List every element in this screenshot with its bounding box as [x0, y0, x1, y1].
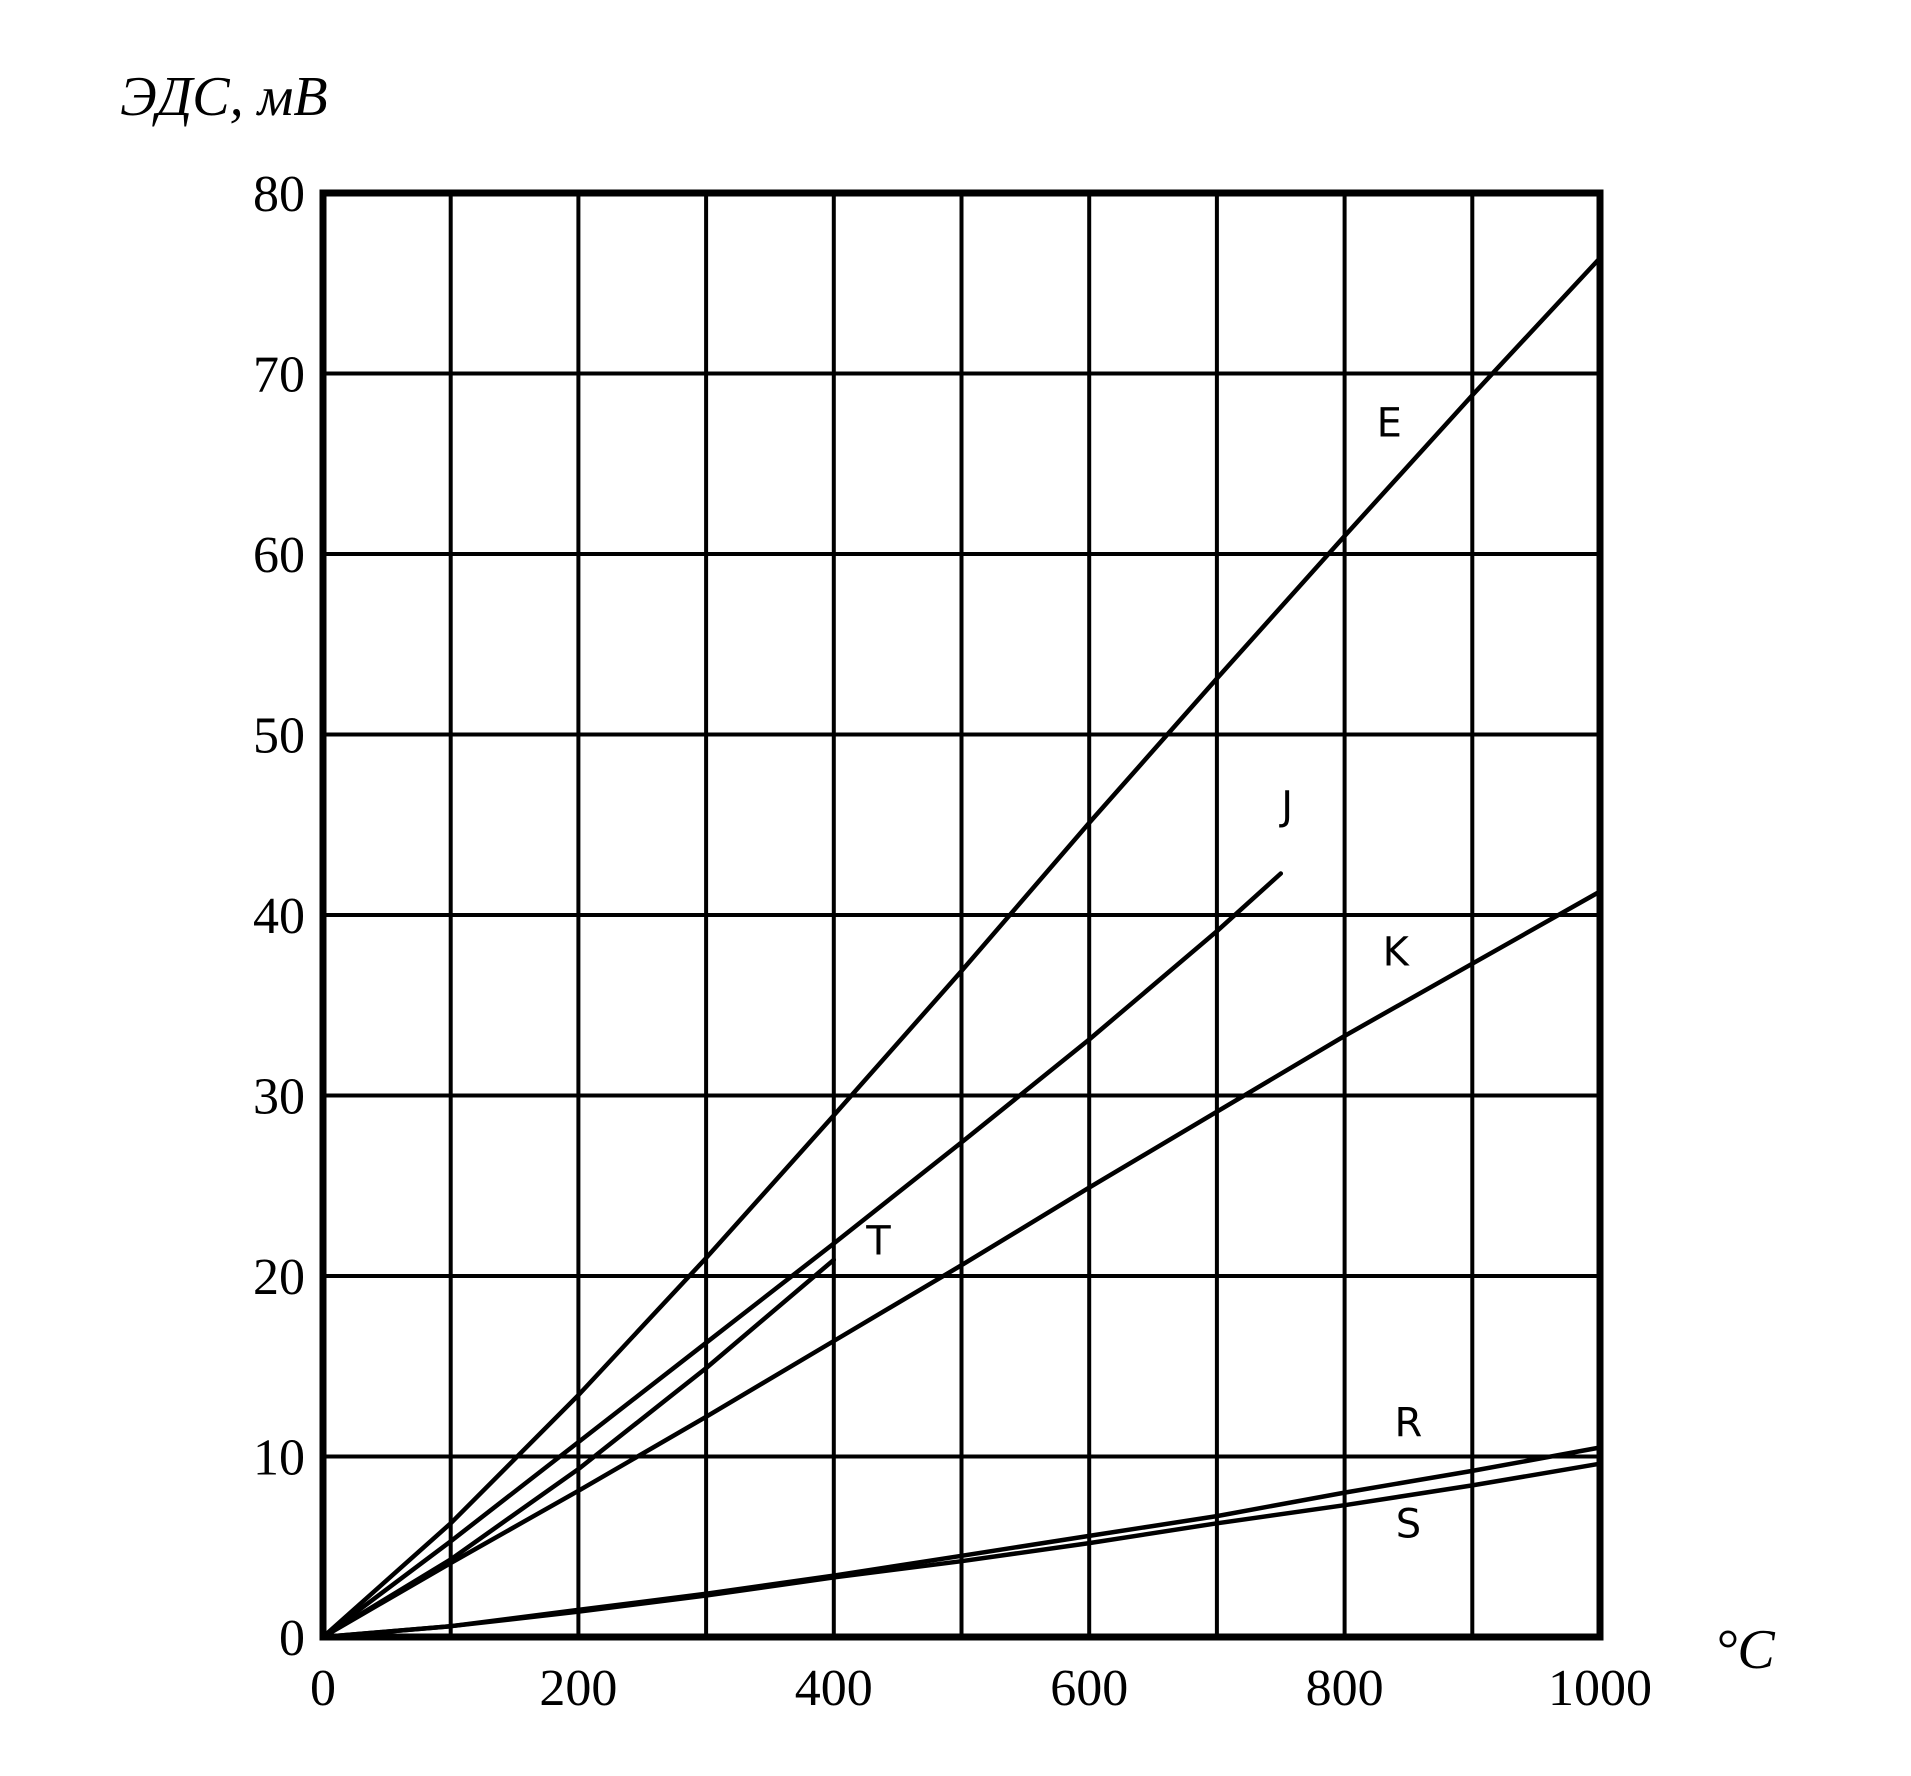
- series-label-s: S: [1396, 1502, 1421, 1548]
- series-line-e: [320, 255, 1603, 1640]
- series-labels: E J K T R S: [865, 401, 1422, 1548]
- y-tick-label: 70: [253, 347, 305, 404]
- y-tick-labels: 0 10 20 30 40 50 60 70 80: [253, 166, 305, 1667]
- x-tick-label: 0: [310, 1660, 336, 1717]
- series-line-t: [320, 1257, 837, 1640]
- y-tick-label: 50: [253, 708, 305, 765]
- grid-lines: [323, 193, 1600, 1637]
- x-axis-title: °C: [1715, 1619, 1775, 1681]
- series-line-k: [320, 889, 1603, 1640]
- series-label-j: J: [1278, 783, 1293, 829]
- y-tick-label: 80: [253, 166, 305, 223]
- plot-frame: [319, 189, 1604, 1641]
- x-tick-label: 200: [539, 1660, 617, 1717]
- y-tick-label: 30: [253, 1069, 305, 1126]
- y-tick-label: 40: [253, 888, 305, 945]
- y-tick-label: 20: [253, 1249, 305, 1306]
- x-tick-labels: 0 200 400 600 800 1000: [310, 1660, 1652, 1717]
- x-tick-label: 600: [1050, 1660, 1128, 1717]
- y-tick-label: 60: [253, 527, 305, 584]
- x-tick-label: 400: [795, 1660, 873, 1717]
- y-tick-label: 0: [279, 1610, 305, 1667]
- series-line-s: [320, 1461, 1603, 1640]
- series-label-k: K: [1383, 930, 1411, 976]
- series-label-r: R: [1395, 1401, 1423, 1447]
- x-tick-label: 1000: [1548, 1660, 1652, 1717]
- series-curves: [320, 255, 1603, 1640]
- y-tick-label: 10: [253, 1430, 305, 1487]
- y-axis-title: ЭДС, мВ: [120, 66, 328, 128]
- series-label-t: T: [865, 1218, 891, 1264]
- series-label-e: E: [1377, 401, 1402, 447]
- x-tick-label: 800: [1306, 1660, 1384, 1717]
- series-line-j: [320, 871, 1284, 1640]
